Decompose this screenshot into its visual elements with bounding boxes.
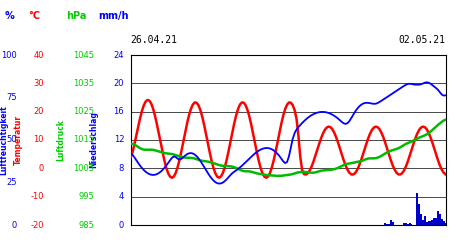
- Bar: [433, 218, 435, 225]
- Text: 24: 24: [114, 50, 124, 59]
- Text: 75: 75: [6, 93, 17, 102]
- Bar: [410, 224, 413, 225]
- Bar: [407, 224, 409, 225]
- Bar: [439, 214, 441, 225]
- Bar: [429, 220, 432, 225]
- Text: 0: 0: [38, 164, 44, 173]
- Text: 985: 985: [79, 220, 94, 230]
- Text: 995: 995: [79, 192, 94, 201]
- Bar: [435, 218, 437, 225]
- Bar: [384, 223, 386, 225]
- Text: 20: 20: [114, 79, 124, 88]
- Bar: [392, 222, 394, 225]
- Bar: [426, 222, 428, 225]
- Bar: [386, 224, 388, 225]
- Text: 1015: 1015: [73, 136, 94, 144]
- Text: 1035: 1035: [73, 79, 94, 88]
- Text: hPa: hPa: [67, 11, 87, 21]
- Text: 0: 0: [12, 220, 17, 230]
- Bar: [420, 214, 422, 225]
- Text: 1005: 1005: [73, 164, 94, 173]
- Bar: [441, 219, 443, 225]
- Bar: [418, 204, 420, 225]
- Bar: [432, 220, 433, 225]
- Text: Luftdruck: Luftdruck: [56, 119, 65, 161]
- Text: 40: 40: [33, 50, 44, 59]
- Bar: [445, 223, 446, 225]
- Text: 30: 30: [33, 79, 44, 88]
- Bar: [437, 211, 439, 225]
- Text: 100: 100: [1, 50, 17, 59]
- Text: %: %: [4, 11, 14, 21]
- Bar: [409, 223, 410, 225]
- Bar: [405, 223, 407, 225]
- Bar: [424, 216, 426, 225]
- Text: 02.05.21: 02.05.21: [399, 35, 446, 45]
- Bar: [443, 222, 445, 225]
- Text: 12: 12: [114, 136, 124, 144]
- Text: 0: 0: [119, 220, 124, 230]
- Bar: [428, 222, 429, 225]
- Text: 1025: 1025: [73, 107, 94, 116]
- Text: 26.04.21: 26.04.21: [130, 35, 177, 45]
- Text: 4: 4: [119, 192, 124, 201]
- Text: 20: 20: [33, 107, 44, 116]
- Text: mm/h: mm/h: [98, 11, 129, 21]
- Text: 10: 10: [33, 136, 44, 144]
- Text: Niederschlag: Niederschlag: [89, 112, 98, 168]
- Bar: [416, 193, 418, 225]
- Text: 50: 50: [7, 136, 17, 144]
- Text: 25: 25: [7, 178, 17, 187]
- Text: 16: 16: [113, 107, 124, 116]
- Text: 1045: 1045: [73, 50, 94, 59]
- Text: Temperatur: Temperatur: [14, 115, 22, 165]
- Text: -20: -20: [30, 220, 44, 230]
- Text: 8: 8: [119, 164, 124, 173]
- Text: °C: °C: [28, 11, 40, 21]
- Bar: [388, 224, 390, 225]
- Bar: [390, 220, 392, 225]
- Bar: [403, 223, 405, 225]
- Text: Luftfeuchtigkeit: Luftfeuchtigkeit: [0, 105, 8, 175]
- Bar: [422, 220, 424, 225]
- Text: -10: -10: [30, 192, 44, 201]
